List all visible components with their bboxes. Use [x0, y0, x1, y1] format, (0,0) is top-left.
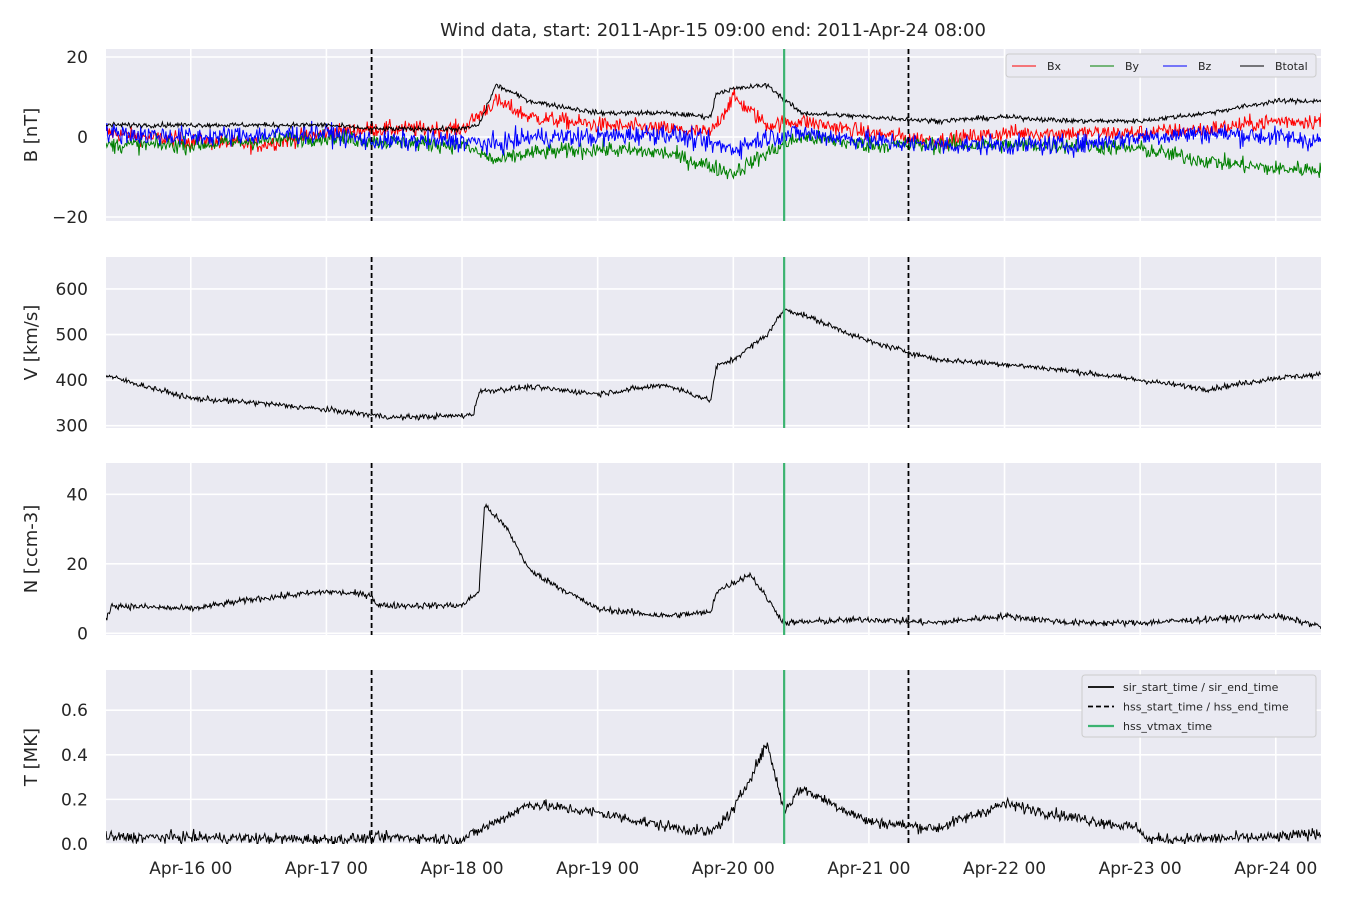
x-tick-label: Apr-19 00	[556, 859, 639, 879]
y-tick-label: 0	[77, 128, 88, 148]
legend-label: sir_start_time / sir_end_time	[1123, 681, 1279, 694]
panel-background	[106, 257, 1321, 428]
legend-label: hss_start_time / hss_end_time	[1123, 701, 1289, 714]
y-tick-label: 400	[56, 371, 88, 391]
series-line-n	[106, 502, 1321, 630]
panel-background	[106, 463, 1321, 635]
series-line-by	[106, 128, 1321, 180]
panel-1: 300 400 500 600 V [km/s]	[21, 257, 1321, 437]
legend-box	[1081, 674, 1317, 738]
y-axis-label: N [ccm-3]	[21, 505, 42, 594]
y-tick-label: 0.6	[61, 701, 88, 721]
legend-label: Btotal	[1275, 60, 1308, 73]
series-line-btotal	[106, 82, 1321, 134]
y-tick-label: 40	[66, 485, 88, 505]
x-tick-label: Apr-24 00	[1234, 859, 1317, 879]
x-tick-label: Apr-21 00	[827, 859, 910, 879]
y-axis-label: B [nT]	[21, 108, 42, 163]
y-tick-label: 0.2	[61, 790, 88, 810]
x-tick-label: Apr-20 00	[692, 859, 775, 879]
y-axis-label: T [MK]	[21, 728, 42, 787]
legend-label: Bz	[1198, 60, 1212, 73]
y-tick-label: 20	[66, 48, 88, 68]
figure-title: Wind data, start: 2011-Apr-15 09:00 end:…	[440, 20, 986, 41]
legend-label: Bx	[1047, 60, 1062, 73]
series-line-t	[106, 742, 1321, 844]
x-tick-label: Apr-16 00	[149, 859, 232, 879]
panel-0: −20 0 20 B [nT] Bx By Bz Btotal	[21, 48, 1321, 228]
y-tick-label: 600	[56, 280, 88, 300]
y-tick-label: −20	[52, 208, 88, 228]
y-tick-label: 0.4	[61, 746, 88, 766]
y-tick-label: 0.0	[61, 835, 88, 855]
y-tick-label: 20	[66, 555, 88, 575]
y-tick-label: 0	[77, 624, 88, 644]
y-tick-label: 500	[56, 326, 88, 346]
x-tick-label: Apr-23 00	[1099, 859, 1182, 879]
y-tick-label: 300	[56, 417, 88, 437]
x-tick-label: Apr-22 00	[963, 859, 1046, 879]
y-axis-label: V [km/s]	[21, 305, 42, 380]
legend-label: hss_vtmax_time	[1123, 720, 1212, 733]
series-line-bz	[106, 120, 1321, 160]
series-line-v	[106, 306, 1321, 421]
x-tick-label: Apr-18 00	[420, 859, 503, 879]
x-tick-label: Apr-17 00	[285, 859, 368, 879]
panel-3: 0.0 0.2 0.4 0.6 T [MK] sir_start_time / sir_e…	[21, 670, 1321, 855]
panel-2: 0 20 40 N [ccm-3]	[21, 463, 1321, 644]
event-legend: sir_start_time / sir_end_time hss_start_t…	[1081, 674, 1317, 738]
b-legend: Bx By Bz Btotal	[1005, 53, 1317, 78]
legend-box	[1005, 53, 1317, 78]
legend-label: By	[1125, 60, 1140, 73]
